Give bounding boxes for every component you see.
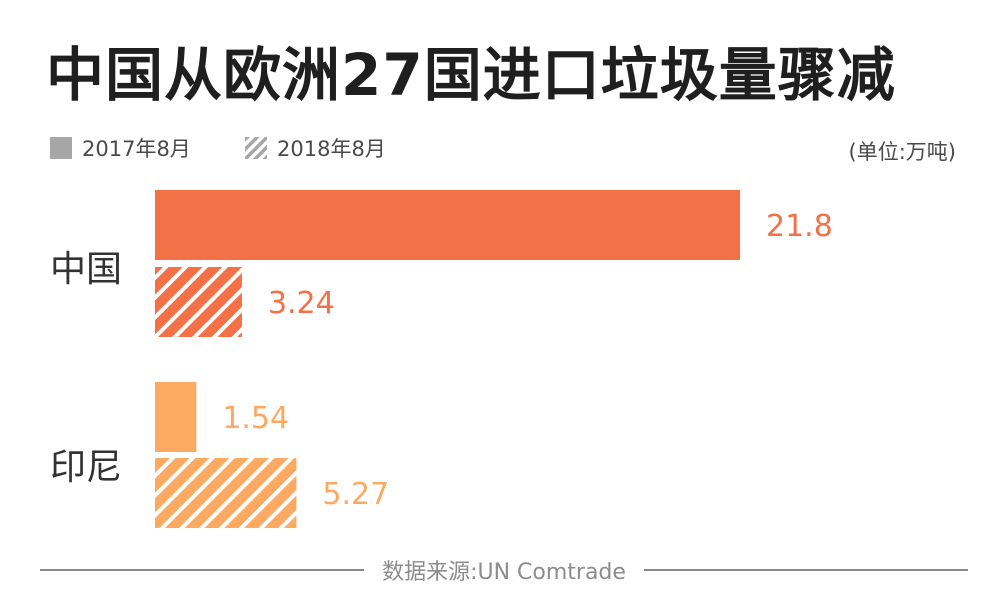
footer-rule-right (643, 569, 968, 571)
data-label-0-0: 21.8 (766, 209, 833, 244)
legend-swatch-solid (50, 137, 72, 159)
source-text: 数据来源:UN Comtrade (382, 560, 626, 585)
category-label-china: 中国 (50, 249, 123, 290)
legend-item-2018: 2018年8月 (245, 134, 386, 162)
data-label-1-0: 1.54 (222, 401, 289, 436)
chart-title: 中国从欧洲27国进口垃圾量骤减 (46, 41, 896, 109)
legend-label-2018: 2018年8月 (277, 137, 386, 161)
bar-1-1 (155, 458, 297, 528)
legend-swatch-hatched (245, 137, 267, 159)
source-footer: 数据来源:UN Comtrade (40, 556, 968, 585)
unit-label: (单位:万吨) (848, 140, 956, 164)
data-label-0-1: 3.24 (268, 286, 335, 321)
category-label-indonesia: 印尼 (50, 447, 123, 488)
bar-0-1 (155, 267, 242, 337)
legend-label-2017: 2017年8月 (82, 137, 191, 161)
bar-0-0 (155, 190, 740, 260)
footer-rule-left (40, 569, 365, 571)
legend-item-2017: 2017年8月 (50, 134, 191, 162)
bar-1-0 (155, 382, 197, 452)
data-label-1-1: 5.27 (322, 477, 389, 512)
